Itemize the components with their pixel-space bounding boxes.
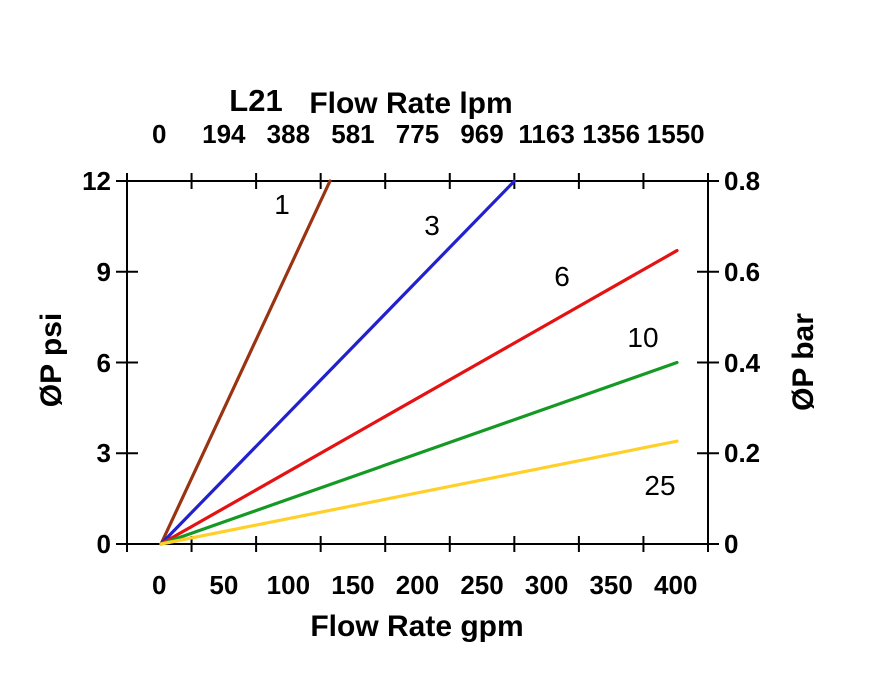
bottom-tick-label-400: 400 <box>654 570 698 600</box>
series-label-25: 25 <box>644 470 676 501</box>
bottom-tick-label-200: 200 <box>395 570 440 600</box>
right-tick-label-0.4: 0.4 <box>724 347 761 378</box>
right-tick-label-0.8: 0.8 <box>724 166 761 196</box>
left-tick-label-3: 3 <box>96 438 111 469</box>
bottom-axis-title: Flow Rate gpm <box>310 610 524 643</box>
bottom-tick-label-350: 350 <box>589 570 633 600</box>
top-tick-label-0: 0 <box>152 119 167 149</box>
left-tick-label-0: 0 <box>96 529 111 559</box>
top-tick-label-581: 581 <box>331 119 375 149</box>
top-tick-label-969: 969 <box>460 119 504 149</box>
series-label-10: 10 <box>627 322 659 353</box>
series-line-6 <box>159 248 679 546</box>
bottom-tick-label-250: 250 <box>460 570 504 600</box>
top-axis-title: Flow Rate lpm <box>309 87 513 120</box>
bottom-tick-label-0: 0 <box>152 570 167 600</box>
chart-title: L21 <box>229 83 283 118</box>
bottom-tick-label-150: 150 <box>331 570 375 600</box>
top-tick-label-1550: 1550 <box>646 119 705 149</box>
bottom-tick-label-300: 300 <box>524 570 569 600</box>
left-tick-label-12: 12 <box>82 166 111 196</box>
top-tick-label-775: 775 <box>395 119 440 149</box>
series-line-10 <box>159 360 679 546</box>
left-tick-label-6: 6 <box>96 347 111 378</box>
bottom-tick-label-50: 50 <box>209 570 239 600</box>
top-tick-label-194: 194 <box>202 119 246 149</box>
series-label-6: 6 <box>554 261 570 292</box>
right-tick-label-0.6: 0.6 <box>724 256 761 287</box>
right-axis-title: ØP bar <box>787 313 820 411</box>
series-line-25 <box>159 439 679 546</box>
bottom-tick-label-100: 100 <box>266 570 311 600</box>
left-tick-label-9: 9 <box>96 256 111 287</box>
top-tick-label-1163: 1163 <box>518 119 575 149</box>
series-label-1: 1 <box>274 189 290 220</box>
right-tick-label-0.2: 0.2 <box>724 438 761 469</box>
series-label-3: 3 <box>424 210 440 241</box>
right-tick-label-0: 0 <box>724 529 739 559</box>
top-tick-label-388: 388 <box>266 119 311 149</box>
left-axis-title: ØP psi <box>35 312 68 408</box>
series-line-3 <box>159 179 517 546</box>
top-tick-label-1356: 1356 <box>582 119 641 149</box>
series-line-1 <box>159 179 332 546</box>
